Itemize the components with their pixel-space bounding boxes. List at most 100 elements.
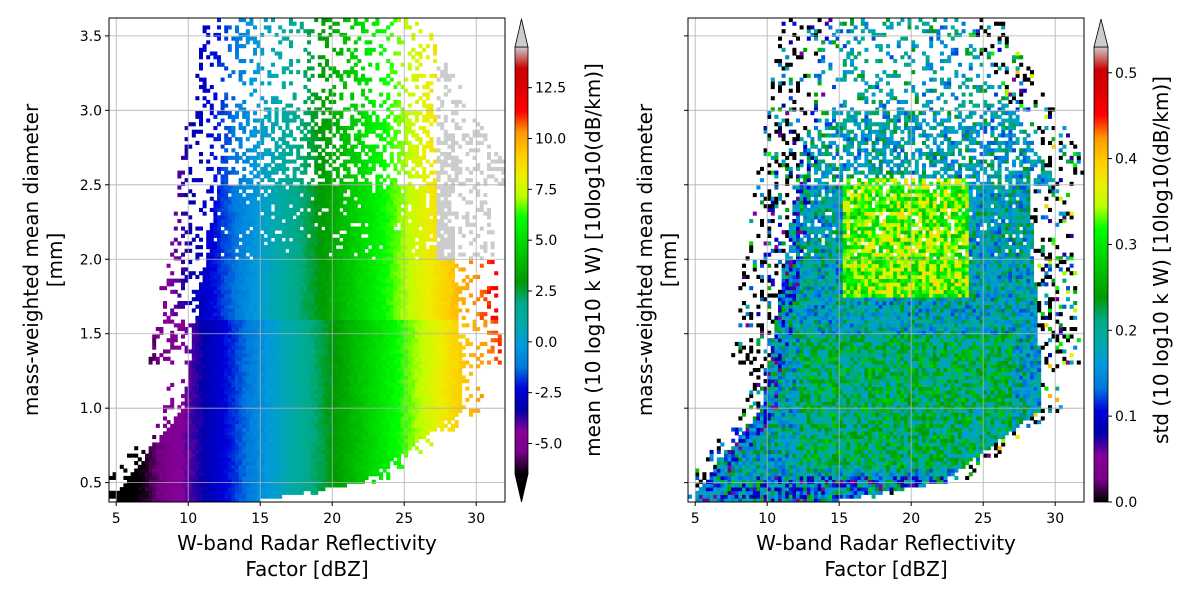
heatmap-cell [364,334,369,339]
heatmap-cell [425,371,430,376]
heatmap-cell [274,408,279,413]
heatmap-cell [224,274,229,279]
heatmap-cell [137,479,142,484]
heatmap-cell [314,464,319,469]
heatmap-cell [325,334,329,339]
heatmap-cell [371,356,376,361]
heatmap-cell [332,453,337,458]
heatmap-cell [328,323,333,328]
heatmap-cell [433,297,437,302]
heatmap-cell [278,464,283,469]
heatmap-cell [245,327,250,332]
heatmap-cell [292,490,297,495]
heatmap-cell [235,319,239,324]
heatmap-cell [296,330,301,335]
heatmap-cell [440,408,445,413]
heatmap-cell [224,334,229,339]
heatmap-cell [278,267,283,272]
heatmap-cell [274,431,279,436]
heatmap-cell [249,457,254,462]
heatmap-cell [447,368,452,373]
heatmap-cell [285,438,290,443]
heatmap-cell [479,341,484,346]
heatmap-cell [353,416,358,421]
heatmap-cell [245,293,250,298]
heatmap-cell [382,304,387,309]
heatmap-cell [253,457,257,462]
heatmap-cell [209,312,214,317]
heatmap-cell [195,412,200,417]
heatmap-cell [447,353,452,358]
heatmap-cell [332,319,337,324]
heatmap-cell [238,457,243,462]
heatmap-cell [242,360,247,365]
heatmap-cell [224,327,229,332]
heatmap-cell [458,297,463,302]
heatmap-cell [217,427,221,432]
heatmap-cell [292,371,297,376]
heatmap-cell [238,379,243,384]
heatmap-cell [389,382,394,387]
heatmap-cell [339,301,344,306]
heatmap-cell [443,301,448,306]
heatmap-cell [364,423,369,428]
heatmap-cell [206,301,211,306]
heatmap-cell [346,312,351,317]
heatmap-cell [281,483,286,488]
heatmap-cell [271,360,275,365]
heatmap-cell [393,405,398,410]
heatmap-cell [245,416,250,421]
heatmap-cell [386,397,391,402]
heatmap-cell [299,353,304,358]
heatmap-cell [191,297,196,302]
heatmap-cell [292,327,297,332]
heatmap-cell [155,498,160,503]
heatmap-cell [325,260,329,265]
heatmap-cell [317,483,322,488]
heatmap-cell [274,341,279,346]
heatmap-cell [429,286,434,291]
heatmap-cell [112,494,117,499]
heatmap-cell [379,423,383,428]
heatmap-cell [285,412,290,417]
heatmap-cell [335,449,340,454]
heatmap-cell [425,360,430,365]
heatmap-cell [213,494,218,499]
heatmap-cell [166,338,171,343]
heatmap-cell [303,334,308,339]
heatmap-cell [209,423,214,428]
heatmap-cell [353,423,358,428]
heatmap-cell [361,401,365,406]
heatmap-cell [220,494,225,499]
heatmap-cell [321,390,326,395]
heatmap-cell [447,420,452,425]
heatmap-cell [292,468,297,473]
heatmap-cell [263,364,268,369]
heatmap-cell [400,390,405,395]
heatmap-cell [202,371,207,376]
heatmap-cell [159,479,164,484]
heatmap-cell [170,401,175,406]
heatmap-cell [307,330,311,335]
heatmap-cell [393,334,398,339]
heatmap-cell [260,308,265,313]
heatmap-cell [310,286,315,291]
heatmap-cell [292,412,297,417]
heatmap-cell [443,319,448,324]
heatmap-cell [472,323,477,328]
heatmap-cell [440,338,445,343]
heatmap-cell [343,394,347,399]
heatmap-cell [353,312,358,317]
heatmap-cell [253,382,257,387]
heatmap-cell [415,289,419,294]
heatmap-cell [443,349,448,354]
heatmap-cell [386,442,391,447]
heatmap-cell [364,330,369,335]
heatmap-cell [170,341,175,346]
heatmap-cell [184,386,189,391]
heatmap-cell [314,438,319,443]
heatmap-cell [443,345,448,350]
heatmap-cell [458,349,463,354]
heatmap-cell [335,368,340,373]
heatmap-cell [217,267,221,272]
